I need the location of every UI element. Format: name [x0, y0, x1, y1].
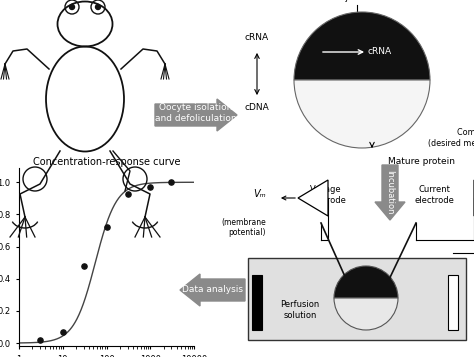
Text: Voltage
electrode: Voltage electrode	[306, 185, 346, 205]
FancyArrow shape	[180, 274, 245, 306]
Text: cDNA: cDNA	[245, 104, 269, 112]
FancyArrow shape	[155, 99, 237, 131]
Bar	[248, 258, 466, 340]
Point	[168, 180, 175, 185]
Text: Mature protein: Mature protein	[389, 157, 456, 166]
Bar	[252, 275, 262, 330]
Circle shape	[95, 5, 100, 10]
Wedge shape	[334, 298, 398, 330]
Title: Concentration-response curve: Concentration-response curve	[33, 157, 181, 167]
Point	[59, 329, 66, 335]
Point	[146, 184, 154, 190]
Polygon shape	[298, 180, 328, 216]
Text: Current
electrode: Current electrode	[414, 185, 454, 205]
Text: Data analysis: Data analysis	[182, 286, 244, 295]
Text: cRNA: cRNA	[245, 34, 269, 42]
Text: Incubation: Incubation	[385, 170, 394, 214]
FancyArrow shape	[375, 165, 405, 220]
Point	[103, 225, 110, 230]
Point	[124, 191, 131, 196]
Circle shape	[70, 5, 74, 10]
Bar	[448, 275, 458, 330]
Wedge shape	[294, 80, 430, 148]
Text: Command input
(desired membrane potential): Command input (desired membrane potentia…	[428, 128, 474, 148]
Text: Perfusion
solution: Perfusion solution	[281, 300, 319, 320]
Point	[36, 337, 44, 343]
Text: cRNA: cRNA	[368, 47, 392, 56]
Text: Injection: Injection	[337, 0, 376, 2]
Text: (membrane
potential): (membrane potential)	[221, 218, 266, 237]
Wedge shape	[334, 266, 398, 298]
Text: Oocyte isolation
and defoliculation: Oocyte isolation and defoliculation	[155, 102, 237, 124]
Point	[80, 263, 88, 269]
Text: Vₘ: Vₘ	[253, 189, 266, 199]
Wedge shape	[294, 12, 430, 80]
